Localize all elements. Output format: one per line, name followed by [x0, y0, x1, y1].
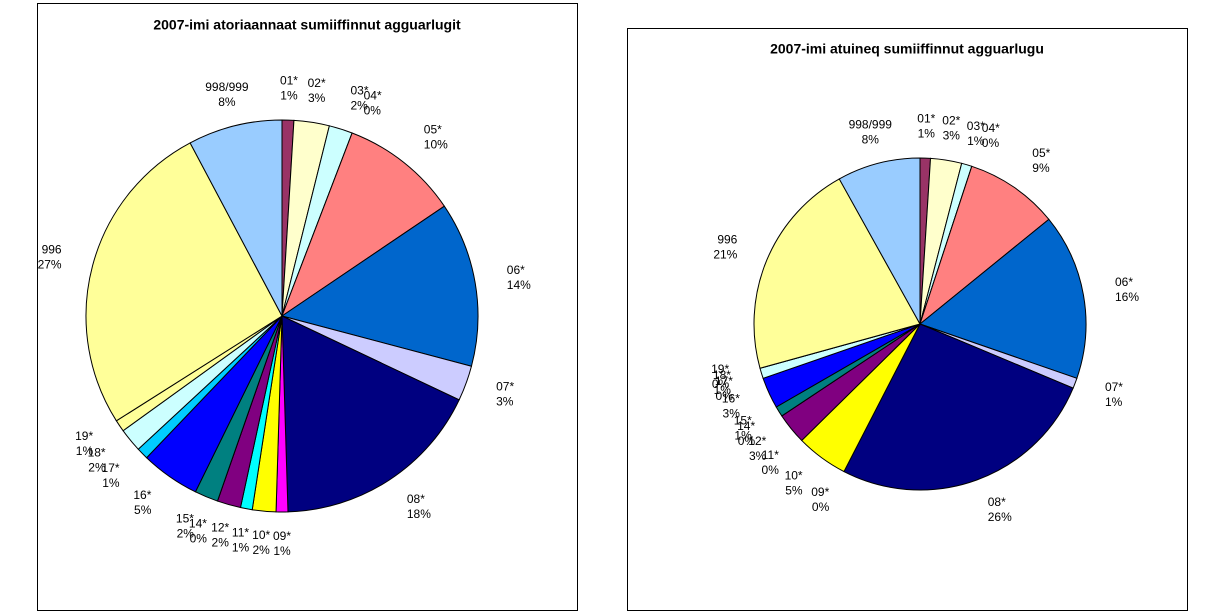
pie-slice: [189, 119, 283, 317]
slice-label: 14*: [737, 419, 755, 433]
slice-value-label: 1%: [918, 126, 936, 140]
slice-value-label: 1%: [232, 540, 250, 554]
slice-value-label: 0%: [712, 377, 730, 391]
slice-value-label: 2%: [177, 526, 195, 540]
pie-slice: [280, 205, 479, 367]
slice-label: 998/999: [205, 80, 249, 94]
slice-value-label: 1%: [76, 444, 94, 458]
slice-label: 11*: [232, 525, 249, 539]
slice-label: 19*: [75, 429, 93, 443]
slice-label: 19*: [711, 362, 729, 376]
slice-label: 15*: [176, 511, 194, 525]
slice-value-label: 14%: [507, 278, 531, 292]
slice-value-label: 1%: [273, 544, 291, 558]
pie-slice: [918, 165, 1050, 326]
slice-value-label: 0%: [738, 434, 756, 448]
pie-slice: [280, 132, 446, 318]
slice-label: 07*: [496, 380, 514, 394]
slice-label: 16*: [133, 488, 151, 502]
slice-label: 15*: [734, 414, 752, 428]
slice-value-label: 27%: [38, 258, 62, 272]
slice-label: 03*: [350, 84, 368, 98]
slice-label: 05*: [1032, 146, 1050, 160]
slice-value-label: 16%: [1115, 290, 1139, 304]
slice-label: 09*: [273, 529, 291, 543]
slice-value-label: 0%: [716, 389, 734, 403]
slice-value-label: 1%: [280, 88, 298, 102]
pie-slice: [281, 315, 460, 513]
slice-value-label: 0%: [812, 500, 830, 514]
slice-label: 06*: [1115, 275, 1133, 289]
slice-value-label: 5%: [134, 503, 152, 517]
pie-slice: [838, 157, 921, 326]
chart-title: 2007-imi atuineq sumiiffinnut agguarlugu: [770, 41, 1044, 57]
slice-label: 996: [717, 233, 737, 247]
slice-label: 09*: [811, 485, 829, 499]
slice-value-label: 3%: [496, 395, 514, 409]
slice-label: 12*: [748, 434, 766, 448]
slice-value-label: 3%: [749, 449, 767, 463]
slice-value-label: 2%: [212, 536, 230, 550]
slice-value-label: 18%: [407, 507, 431, 521]
slice-value-label: 8%: [862, 133, 880, 147]
slice-label: 06*: [507, 263, 525, 277]
slice-label: 01*: [280, 73, 298, 87]
slice-value-label: 5%: [785, 484, 803, 498]
slice-label: 17*: [715, 374, 733, 388]
slice-label: 10*: [252, 528, 270, 542]
slice-label: 12*: [211, 521, 229, 535]
pie-slice: [753, 178, 921, 369]
slice-label: 18*: [88, 446, 106, 460]
slice-label: 16*: [722, 391, 740, 405]
slice-value-label: 2%: [252, 543, 270, 557]
pie-slice: [85, 142, 283, 422]
slice-value-label: 3%: [723, 406, 741, 420]
slice-value-label: 1%: [714, 383, 732, 397]
slice-value-label: 0%: [190, 531, 208, 545]
slice-label: 08*: [407, 492, 425, 506]
slice-value-label: 8%: [218, 95, 236, 109]
slice-value-label: 1%: [102, 476, 120, 490]
slice-label: 996: [42, 243, 62, 257]
slice-value-label: 1%: [967, 134, 985, 148]
slice-label: 04*: [982, 121, 1000, 135]
slice-label: 08*: [988, 495, 1006, 509]
slice-label: 14*: [189, 516, 207, 530]
slice-label: 11*: [762, 448, 779, 462]
slice-label: 03*: [967, 119, 985, 133]
slice-label: 17*: [102, 461, 120, 475]
pie-slice: [918, 218, 1087, 379]
slice-value-label: 21%: [713, 248, 737, 262]
chart-title: 2007-imi atoriaannaat sumiiffinnut aggua…: [153, 17, 461, 33]
pie-slice: [843, 323, 1074, 491]
slice-value-label: 9%: [1032, 161, 1050, 175]
slice-value-label: 3%: [943, 129, 961, 143]
slice-value-label: 3%: [308, 91, 326, 105]
slice-value-label: 2%: [88, 461, 106, 475]
slice-value-label: 0%: [762, 463, 780, 477]
slice-value-label: 26%: [988, 510, 1012, 524]
slice-value-label: 10%: [424, 138, 448, 152]
slice-value-label: 0%: [364, 103, 382, 117]
slice-label: 02*: [942, 114, 960, 128]
slice-label: 10*: [785, 469, 803, 483]
slice-label: 18*: [713, 368, 731, 382]
slice-label: 05*: [424, 123, 442, 137]
slice-label: 07*: [1105, 380, 1123, 394]
slice-label: 04*: [364, 88, 382, 102]
slice-value-label: 1%: [1105, 395, 1123, 409]
slice-value-label: 0%: [982, 136, 1000, 150]
slice-label: 01*: [917, 111, 935, 125]
slice-value-label: 1%: [734, 429, 752, 443]
slice-value-label: 2%: [350, 99, 368, 113]
slice-label: 998/999: [849, 118, 893, 132]
slice-label: 02*: [308, 76, 326, 90]
